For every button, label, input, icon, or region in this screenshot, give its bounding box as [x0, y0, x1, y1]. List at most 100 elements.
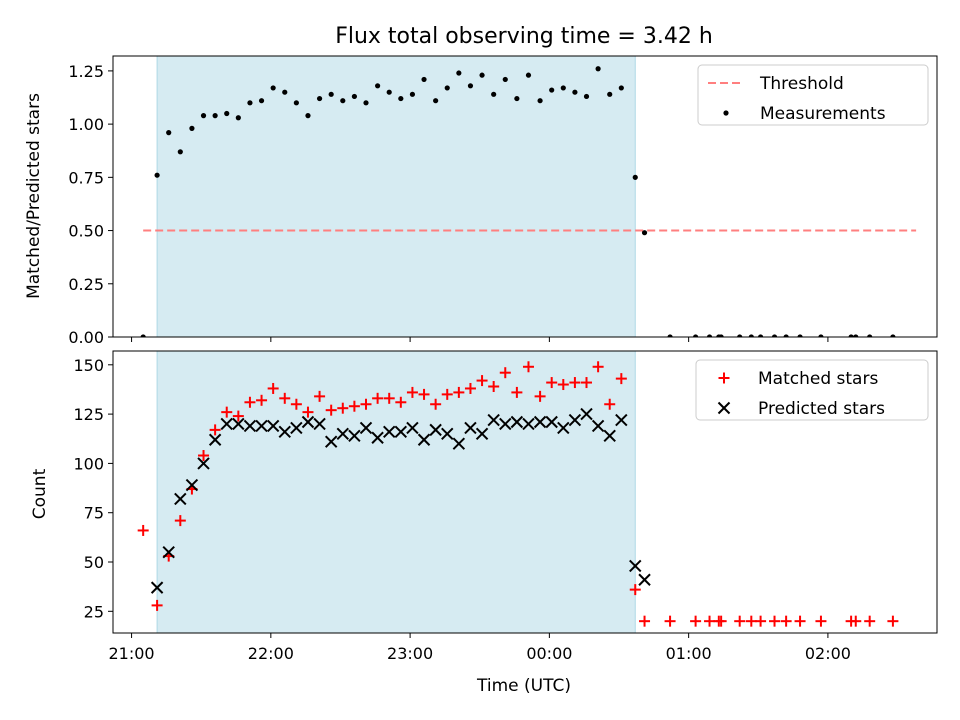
- data-point: [718, 334, 724, 337]
- data-point: [417, 433, 431, 446]
- data-point: [151, 599, 163, 611]
- data-point: [615, 373, 627, 385]
- y-tick-label: 100: [73, 454, 104, 473]
- x-marker-stroke: [429, 423, 442, 437]
- data-point: [395, 396, 407, 408]
- data-point: [198, 450, 210, 462]
- y-tick-label: 1.25: [68, 62, 104, 81]
- data-point: [522, 417, 535, 431]
- x-marker-stroke: [290, 421, 303, 435]
- data-point: [453, 386, 465, 398]
- data-point: [290, 398, 302, 410]
- data-point: [386, 89, 392, 95]
- plot-area: [137, 361, 899, 627]
- data-point: [537, 98, 543, 104]
- legend: Threshold Measurements: [697, 64, 929, 126]
- data-point: [166, 130, 172, 136]
- series-predicted-stars: [150, 407, 651, 594]
- x-marker-stroke: [580, 407, 593, 421]
- data-point: [360, 398, 372, 410]
- data-point: [771, 334, 778, 337]
- data-point: [848, 334, 854, 337]
- data-point: [592, 361, 604, 373]
- top-panel-title: Flux total observing time = 3.42 h: [335, 24, 713, 49]
- data-point: [476, 375, 488, 387]
- data-point: [690, 615, 702, 627]
- data-point: [511, 386, 523, 398]
- data-point: [715, 615, 727, 627]
- data-point: [421, 76, 427, 83]
- data-point: [591, 419, 605, 433]
- x-marker-stroke: [522, 417, 535, 431]
- y-tick-label: 0.00: [68, 328, 104, 347]
- data-point: [499, 367, 511, 379]
- data-point: [818, 334, 824, 337]
- y-tick-label: 1.00: [68, 115, 104, 134]
- data-point: [887, 615, 899, 627]
- data-point: [302, 406, 314, 418]
- data-point: [313, 417, 326, 431]
- data-point: [185, 478, 199, 492]
- legend-marker: [723, 110, 729, 116]
- data-point: [243, 419, 257, 433]
- series-matched-stars: [137, 361, 899, 627]
- x-marker-stroke: [591, 419, 605, 433]
- data-point: [595, 66, 601, 72]
- data-point: [383, 425, 396, 439]
- data-point: [235, 115, 241, 121]
- data-point: [452, 437, 466, 450]
- data-point: [209, 424, 221, 436]
- x-marker-stroke: [255, 419, 268, 433]
- data-point: [706, 334, 713, 337]
- data-point: [639, 615, 651, 627]
- data-point: [615, 413, 628, 427]
- data-point: [212, 113, 218, 119]
- data-point: [464, 382, 476, 394]
- x-axis-label: Time (UTC): [476, 676, 571, 696]
- x-marker-stroke: [510, 415, 524, 429]
- x-marker-stroke: [266, 419, 280, 433]
- data-point: [150, 581, 164, 594]
- data-point: [336, 427, 349, 441]
- legend: Matched stars Predicted stars: [695, 359, 929, 421]
- x-marker-stroke: [208, 433, 222, 446]
- data-point: [375, 83, 381, 89]
- data-point: [441, 388, 453, 400]
- x-marker-stroke: [174, 492, 187, 506]
- data-point: [200, 113, 207, 119]
- data-point: [533, 415, 547, 429]
- x-marker-stroke: [324, 435, 338, 448]
- data-point: [154, 172, 160, 178]
- data-point: [890, 334, 896, 337]
- data-point: [745, 615, 757, 627]
- data-point: [867, 334, 873, 337]
- legend-box: [697, 64, 929, 126]
- data-point: [371, 431, 384, 444]
- x-marker-stroke: [162, 545, 175, 559]
- data-point: [510, 415, 524, 429]
- data-point: [314, 390, 326, 402]
- data-point: [256, 394, 268, 406]
- data-point: [394, 425, 408, 439]
- y-tick-label: 50: [84, 553, 104, 572]
- data-point: [359, 421, 373, 435]
- data-point: [174, 515, 186, 527]
- data-point: [864, 615, 876, 627]
- x-tick-label: 00:00: [526, 644, 572, 663]
- x-marker-stroke: [185, 478, 199, 492]
- y-tick-label: 0.50: [68, 222, 104, 241]
- data-point: [514, 95, 520, 102]
- x-marker-stroke: [301, 415, 315, 429]
- bottom-y-axis-label: Count: [30, 468, 50, 519]
- data-point: [604, 398, 616, 410]
- data-point: [137, 524, 149, 536]
- data-point: [629, 584, 641, 596]
- data-point: [337, 402, 349, 414]
- data-point: [348, 400, 360, 412]
- legend-label: Predicted stars: [758, 399, 885, 419]
- x-marker-stroke: [348, 429, 361, 443]
- data-point: [325, 404, 337, 416]
- data-point: [572, 89, 578, 95]
- data-point: [224, 110, 230, 117]
- data-point: [258, 98, 265, 104]
